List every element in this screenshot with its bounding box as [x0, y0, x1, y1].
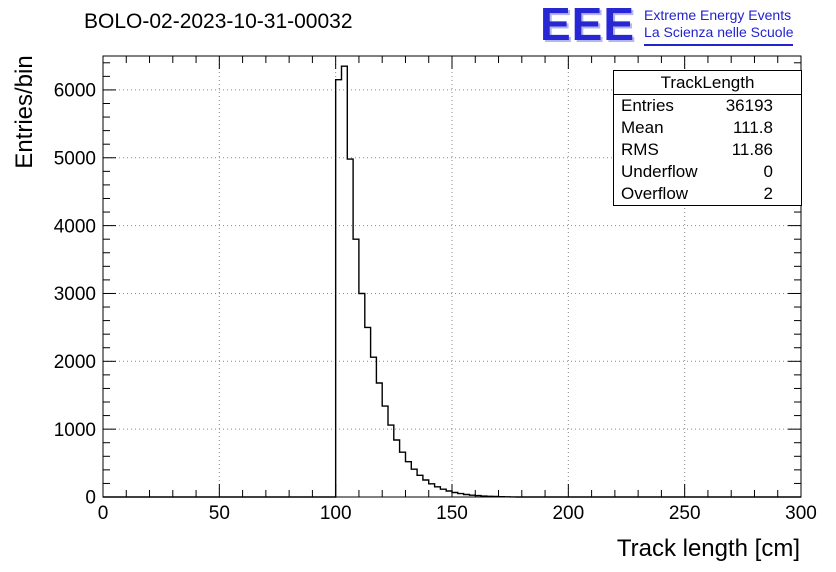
stats-box: TrackLength Entries 36193 Mean 111.8 RMS… [613, 70, 802, 206]
svg-text:2000: 2000 [54, 352, 96, 373]
svg-text:5000: 5000 [54, 148, 96, 169]
eee-logo-line1: Extreme Energy Events [644, 7, 792, 23]
y-tick-labels: 0 1000 2000 3000 4000 5000 6000 [54, 81, 96, 509]
x-tick-labels: 0 50 100 150 200 250 300 [98, 503, 817, 524]
grid-lines [103, 56, 801, 497]
svg-text:4000: 4000 [54, 216, 96, 237]
stat-label: Overflow [621, 184, 689, 203]
stats-row-rms: RMS 11.86 [614, 139, 801, 161]
svg-text:0: 0 [85, 488, 96, 509]
svg-text:3000: 3000 [54, 284, 96, 305]
svg-text:1000: 1000 [54, 420, 96, 441]
stat-value: 111.8 [732, 118, 773, 137]
svg-text:300: 300 [785, 503, 817, 524]
axis-ticks [102, 56, 802, 498]
stat-label: Entries [621, 96, 674, 115]
svg-text:150: 150 [436, 503, 468, 524]
svg-text:50: 50 [209, 503, 230, 524]
eee-logo-line2: La Scienza nelle Scuole [644, 24, 794, 40]
histogram-title: BOLO-02-2023-10-31-00032 [84, 10, 353, 33]
svg-text:0: 0 [98, 503, 109, 524]
stat-label: Underflow [621, 162, 698, 181]
eee-logo: EEE Extreme Energy Events La Scienza nel… [540, 0, 794, 50]
stat-label: Mean [621, 118, 664, 137]
stats-row-overflow: Overflow 2 [614, 183, 801, 205]
stat-value: 11.86 [731, 140, 773, 159]
stats-row-underflow: Underflow 0 [614, 161, 801, 183]
svg-text:250: 250 [669, 503, 701, 524]
stats-box-title: TrackLength [614, 71, 801, 95]
x-axis-title: Track length [cm] [617, 535, 800, 562]
stat-label: RMS [621, 140, 659, 159]
stat-value: 0 [763, 162, 773, 181]
svg-text:6000: 6000 [54, 81, 96, 102]
stats-row-mean: Mean 111.8 [614, 117, 801, 139]
svg-text:200: 200 [552, 503, 584, 524]
svg-text:100: 100 [320, 503, 352, 524]
stats-row-entries: Entries 36193 [614, 95, 801, 117]
eee-logo-letters: EEE [540, 0, 636, 50]
histogram-line [103, 65, 801, 498]
stat-value: 36193 [725, 96, 773, 115]
y-axis-title: Entries/bin [11, 55, 38, 168]
eee-logo-text: Extreme Energy Events La Scienza nelle S… [644, 7, 794, 46]
stat-value: 2 [763, 184, 773, 203]
